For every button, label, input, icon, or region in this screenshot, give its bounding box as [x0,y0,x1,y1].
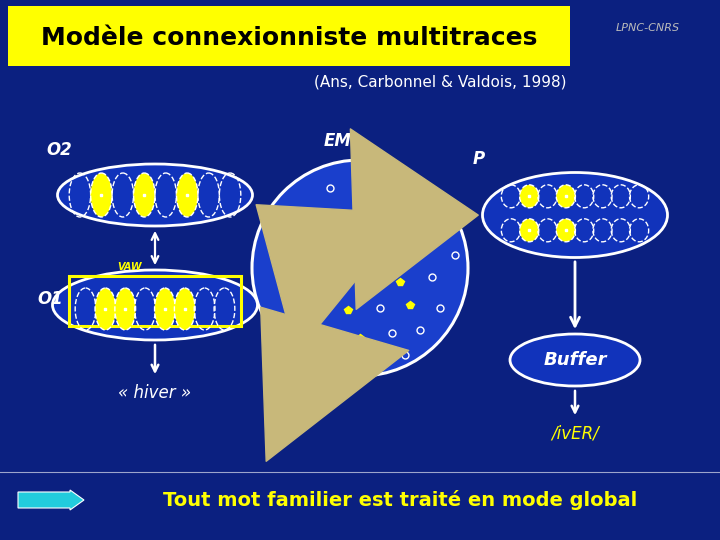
Text: O2: O2 [46,141,72,159]
Text: O1: O1 [37,290,63,308]
Ellipse shape [557,219,575,242]
FancyArrow shape [18,490,84,510]
Ellipse shape [115,288,135,330]
Text: « hiver »: « hiver » [118,384,192,402]
Circle shape [252,160,468,376]
Ellipse shape [95,288,116,330]
Text: LPNC-CNRS: LPNC-CNRS [616,23,680,33]
Text: Modèle connexionniste multitraces: Modèle connexionniste multitraces [41,26,537,50]
Ellipse shape [174,288,195,330]
Ellipse shape [482,172,667,258]
Text: Tout mot familier est traité en mode global: Tout mot familier est traité en mode glo… [163,490,637,510]
Ellipse shape [510,334,640,386]
Text: /ivER/: /ivER/ [551,425,599,443]
Ellipse shape [557,185,575,208]
FancyBboxPatch shape [8,6,570,66]
Ellipse shape [91,173,112,217]
Ellipse shape [133,173,155,217]
Text: (Ans, Carbonnel & Valdois, 1998): (Ans, Carbonnel & Valdois, 1998) [314,75,566,90]
Ellipse shape [520,185,539,208]
Ellipse shape [53,270,258,340]
Text: VAW: VAW [117,261,142,272]
Ellipse shape [176,173,198,217]
Text: P: P [473,150,485,168]
Ellipse shape [58,164,253,226]
Ellipse shape [520,219,539,242]
Text: EM: EM [324,132,352,150]
Ellipse shape [155,288,175,330]
Text: Buffer: Buffer [544,351,607,369]
